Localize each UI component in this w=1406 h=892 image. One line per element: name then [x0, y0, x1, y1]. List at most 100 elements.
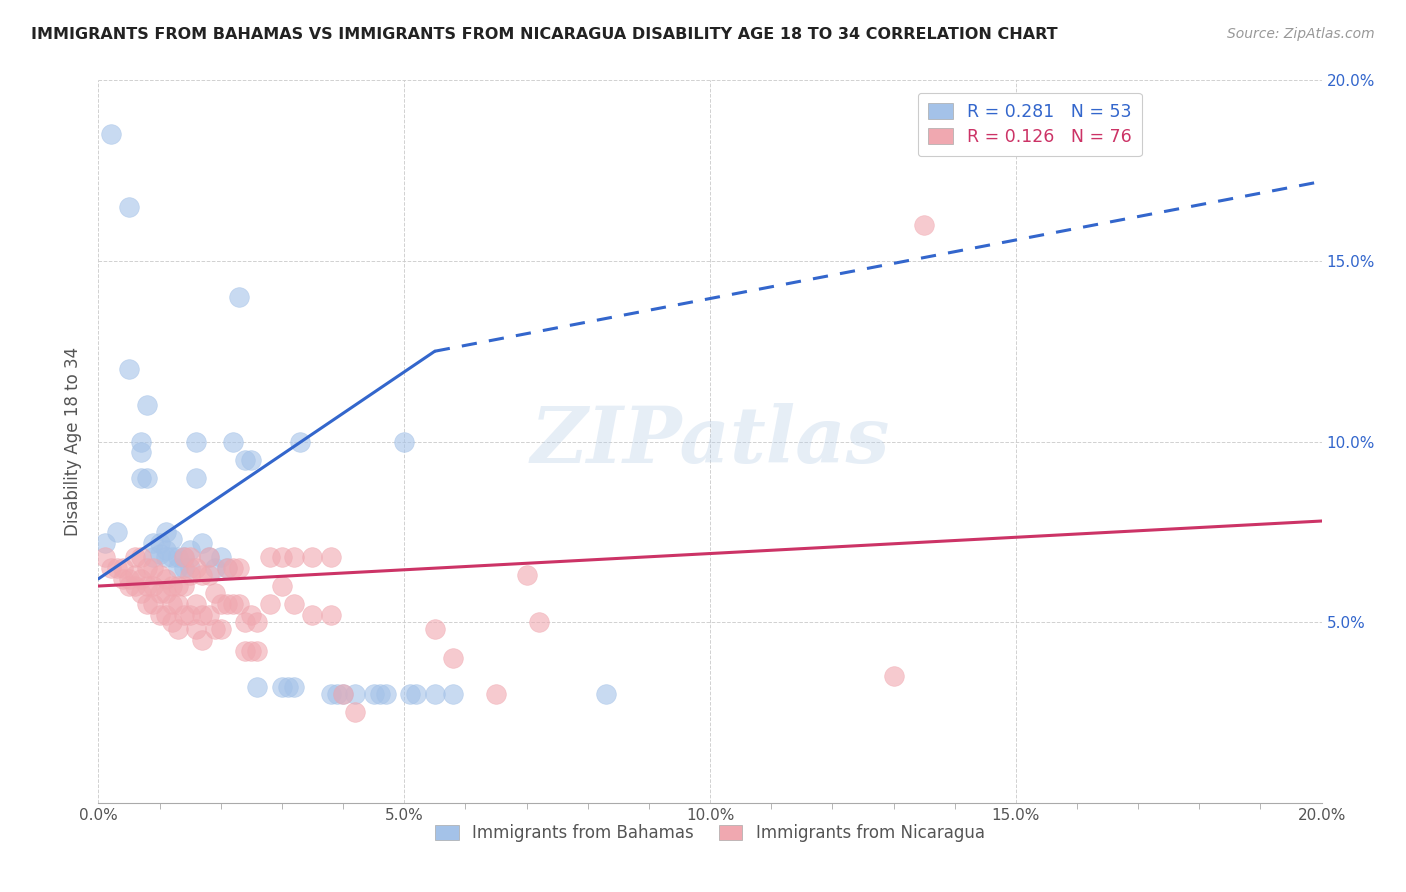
- Point: [595, 687, 617, 701]
- Point: [136, 398, 159, 412]
- Point: [197, 550, 219, 565]
- Point: [441, 651, 464, 665]
- Point: [319, 607, 342, 622]
- Point: [233, 615, 256, 630]
- Point: [111, 561, 134, 575]
- Point: [142, 550, 165, 565]
- Point: [246, 680, 269, 694]
- Point: [129, 550, 152, 565]
- Point: [136, 579, 159, 593]
- Point: [191, 535, 214, 549]
- Point: [222, 597, 245, 611]
- Point: [277, 680, 299, 694]
- Point: [233, 452, 256, 467]
- Point: [197, 550, 219, 565]
- Point: [186, 434, 208, 449]
- Point: [228, 561, 250, 575]
- Point: [319, 687, 342, 701]
- Point: [319, 550, 342, 565]
- Point: [326, 687, 349, 701]
- Point: [179, 568, 201, 582]
- Point: [129, 471, 152, 485]
- Point: [118, 579, 141, 593]
- Point: [105, 524, 128, 539]
- Point: [160, 532, 183, 546]
- Point: [204, 561, 226, 575]
- Point: [179, 542, 201, 557]
- Point: [160, 615, 183, 630]
- Point: [136, 561, 159, 575]
- Point: [179, 607, 201, 622]
- Point: [441, 687, 464, 701]
- Point: [167, 550, 190, 565]
- Point: [228, 597, 250, 611]
- Point: [204, 623, 226, 637]
- Point: [155, 550, 177, 565]
- Point: [344, 687, 367, 701]
- Point: [209, 597, 232, 611]
- Point: [149, 586, 172, 600]
- Point: [93, 550, 115, 565]
- Point: [173, 561, 195, 575]
- Point: [332, 687, 354, 701]
- Point: [118, 362, 141, 376]
- Y-axis label: Disability Age 18 to 34: Disability Age 18 to 34: [65, 347, 83, 536]
- Point: [167, 561, 190, 575]
- Text: Source: ZipAtlas.com: Source: ZipAtlas.com: [1227, 27, 1375, 41]
- Point: [423, 687, 446, 701]
- Point: [173, 550, 195, 565]
- Point: [129, 572, 152, 586]
- Point: [149, 607, 172, 622]
- Point: [93, 535, 115, 549]
- Point: [167, 623, 190, 637]
- Point: [399, 687, 422, 701]
- Point: [423, 623, 446, 637]
- Point: [173, 607, 195, 622]
- Point: [136, 597, 159, 611]
- Point: [173, 579, 195, 593]
- Point: [270, 579, 292, 593]
- Point: [111, 572, 134, 586]
- Legend: Immigrants from Bahamas, Immigrants from Nicaragua: Immigrants from Bahamas, Immigrants from…: [429, 817, 991, 848]
- Point: [124, 579, 146, 593]
- Point: [215, 561, 238, 575]
- Point: [392, 434, 416, 449]
- Point: [301, 550, 323, 565]
- Point: [283, 597, 305, 611]
- Point: [240, 644, 263, 658]
- Point: [485, 687, 508, 701]
- Point: [246, 615, 269, 630]
- Point: [233, 644, 256, 658]
- Point: [186, 623, 208, 637]
- Point: [129, 445, 152, 459]
- Point: [228, 290, 250, 304]
- Point: [167, 579, 190, 593]
- Point: [283, 680, 305, 694]
- Point: [222, 434, 245, 449]
- Point: [186, 597, 208, 611]
- Point: [204, 586, 226, 600]
- Point: [149, 547, 172, 561]
- Point: [283, 550, 305, 565]
- Point: [222, 561, 245, 575]
- Point: [301, 607, 323, 622]
- Point: [129, 586, 152, 600]
- Point: [179, 561, 201, 575]
- Point: [167, 597, 190, 611]
- Point: [149, 568, 172, 582]
- Point: [155, 607, 177, 622]
- Point: [179, 550, 201, 565]
- Point: [374, 687, 396, 701]
- Point: [105, 561, 128, 575]
- Point: [215, 561, 238, 575]
- Point: [149, 535, 172, 549]
- Point: [142, 579, 165, 593]
- Point: [118, 200, 141, 214]
- Point: [270, 680, 292, 694]
- Point: [136, 471, 159, 485]
- Point: [129, 434, 152, 449]
- Point: [197, 568, 219, 582]
- Point: [197, 607, 219, 622]
- Text: ZIPatlas: ZIPatlas: [530, 403, 890, 480]
- Point: [155, 586, 177, 600]
